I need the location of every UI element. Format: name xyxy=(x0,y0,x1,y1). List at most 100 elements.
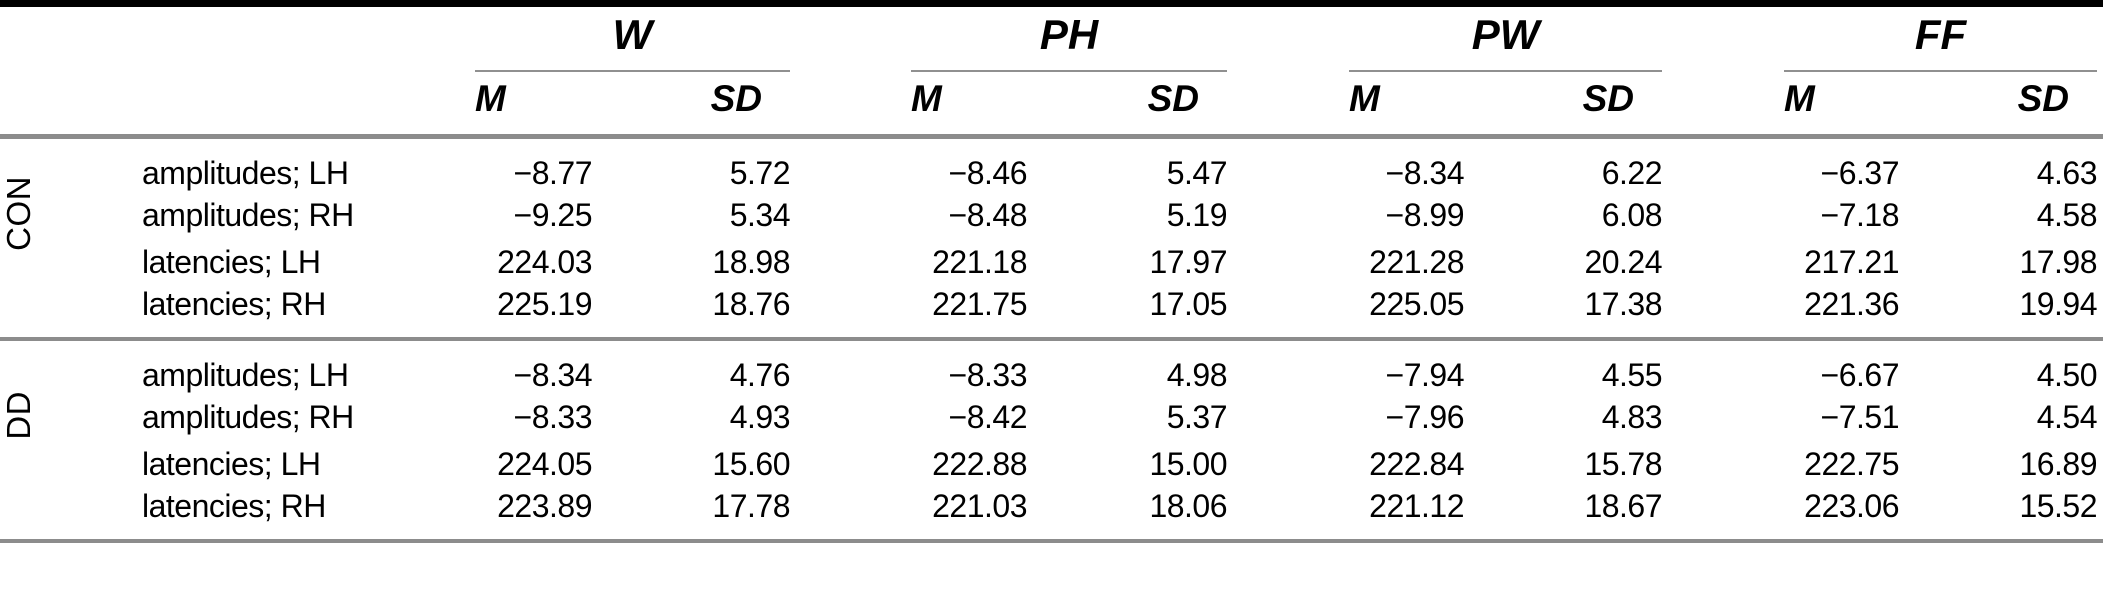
group-label-dd: DD xyxy=(0,390,37,440)
value-cell: 223.89 xyxy=(497,488,592,524)
value-cell: −7.94 xyxy=(1385,357,1465,393)
subheader-m: M xyxy=(1784,70,1900,139)
value-cell: 223.06 xyxy=(1804,488,1900,524)
value-cell: −6.67 xyxy=(1820,357,1900,393)
gap xyxy=(2097,70,2103,139)
value-cell: 221.28 xyxy=(1369,244,1465,280)
value-cell: 222.75 xyxy=(1804,446,1900,482)
gap xyxy=(1662,192,1784,239)
value-cell: −8.77 xyxy=(513,155,593,191)
value-cell: 18.67 xyxy=(1584,488,1663,524)
gap xyxy=(1227,192,1349,239)
value-cell: 15.00 xyxy=(1149,446,1228,482)
value-cell: −8.48 xyxy=(948,197,1028,233)
value-cell: 17.98 xyxy=(2019,244,2098,280)
gap xyxy=(1227,441,1349,488)
value-cell: 221.36 xyxy=(1804,286,1900,322)
gap xyxy=(790,441,911,488)
value-cell: 225.05 xyxy=(1369,286,1465,322)
gap xyxy=(790,488,911,541)
gap xyxy=(1662,286,1784,339)
gap xyxy=(1662,239,1784,286)
value-cell: 4.63 xyxy=(2036,155,2098,191)
subheader-sd: SD xyxy=(1027,70,1228,139)
gap xyxy=(1662,394,1784,441)
value-cell: 5.37 xyxy=(1166,399,1228,435)
value-cell: 225.19 xyxy=(497,286,592,322)
value-cell: −7.51 xyxy=(1820,399,1900,435)
value-cell: 4.50 xyxy=(2036,357,2098,393)
value-cell: 221.12 xyxy=(1369,488,1465,524)
value-cell: 5.47 xyxy=(1166,155,1228,191)
value-cell: 18.98 xyxy=(712,244,790,280)
corner-spacer xyxy=(0,70,475,139)
value-cell: 15.52 xyxy=(2019,488,2098,524)
gap xyxy=(2097,192,2103,239)
value-cell: 4.93 xyxy=(729,399,791,435)
gap xyxy=(2097,239,2103,286)
value-cell: −9.25 xyxy=(513,197,593,233)
gap xyxy=(1662,4,1784,71)
subheader-m: M xyxy=(475,70,592,139)
row-label: amplitudes; LH xyxy=(142,357,349,393)
value-cell: 217.21 xyxy=(1804,244,1900,280)
subheader-sd: SD xyxy=(1464,70,1663,139)
group-header-pw: PW xyxy=(1349,3,1663,72)
value-cell: 17.38 xyxy=(1584,286,1663,322)
gap xyxy=(1227,286,1349,339)
value-cell: −8.34 xyxy=(513,357,593,393)
table-row: DD amplitudes; LH −8.34 4.76 −8.33 4.98 … xyxy=(0,339,2103,439)
value-cell: −7.96 xyxy=(1385,399,1465,435)
gap xyxy=(1227,4,1349,71)
value-cell: −7.18 xyxy=(1820,197,1900,233)
value-cell: 17.78 xyxy=(712,488,790,524)
gap xyxy=(790,286,911,339)
value-cell: 17.05 xyxy=(1149,286,1228,322)
row-label: latencies; LH xyxy=(142,446,321,482)
value-cell: 19.94 xyxy=(2019,286,2098,322)
column-group-header-row: W PH PW FF xyxy=(0,3,2103,72)
gap xyxy=(790,394,911,441)
group-header-w: W xyxy=(475,3,790,72)
table-row: amplitudes; RH −8.33 4.93 −8.42 5.37 −7.… xyxy=(0,394,2103,441)
value-cell: 15.60 xyxy=(712,446,790,482)
row-label: amplitudes; RH xyxy=(142,197,354,233)
row-label: latencies; RH xyxy=(142,488,326,524)
gap xyxy=(1227,394,1349,441)
value-cell: −8.42 xyxy=(948,399,1028,435)
table-row: latencies; RH 223.89 17.78 221.03 18.06 … xyxy=(0,488,2103,541)
table-row: amplitudes; RH −9.25 5.34 −8.48 5.19 −8.… xyxy=(0,192,2103,239)
gap xyxy=(790,339,911,394)
value-cell: 4.58 xyxy=(2036,197,2098,233)
gap xyxy=(790,192,911,239)
value-cell: 5.72 xyxy=(729,155,791,191)
row-label: amplitudes; RH xyxy=(142,399,354,435)
value-cell: 221.18 xyxy=(932,244,1027,280)
value-cell: 4.76 xyxy=(729,357,791,393)
gap xyxy=(1662,70,1785,139)
group-label-con: CON xyxy=(0,175,37,251)
value-cell: 4.55 xyxy=(1601,357,1663,393)
gap xyxy=(2097,4,2103,71)
subheader-sd: SD xyxy=(1899,70,2098,139)
table-row: latencies; LH 224.03 18.98 221.18 17.97 … xyxy=(0,239,2103,286)
value-cell: 17.97 xyxy=(1149,244,1228,280)
gap xyxy=(2097,339,2103,394)
subheader-m: M xyxy=(911,70,1027,139)
table-row: latencies; LH 224.05 15.60 222.88 15.00 … xyxy=(0,441,2103,488)
row-label: latencies; LH xyxy=(142,244,321,280)
gap xyxy=(1662,137,1784,193)
subheader-sd: SD xyxy=(592,70,790,139)
gap xyxy=(790,137,911,193)
gap xyxy=(1662,339,1784,394)
gap xyxy=(1227,70,1350,139)
row-label: latencies; RH xyxy=(142,286,326,322)
gap xyxy=(1662,441,1784,488)
gap xyxy=(790,4,911,71)
table-row: CON amplitudes; LH −8.77 5.72 −8.46 5.47… xyxy=(0,137,2103,250)
gap xyxy=(2097,286,2103,339)
value-cell: 221.75 xyxy=(932,286,1027,322)
value-cell: 18.06 xyxy=(1149,488,1228,524)
value-cell: 5.19 xyxy=(1166,197,1228,233)
value-cell: 6.08 xyxy=(1601,197,1663,233)
